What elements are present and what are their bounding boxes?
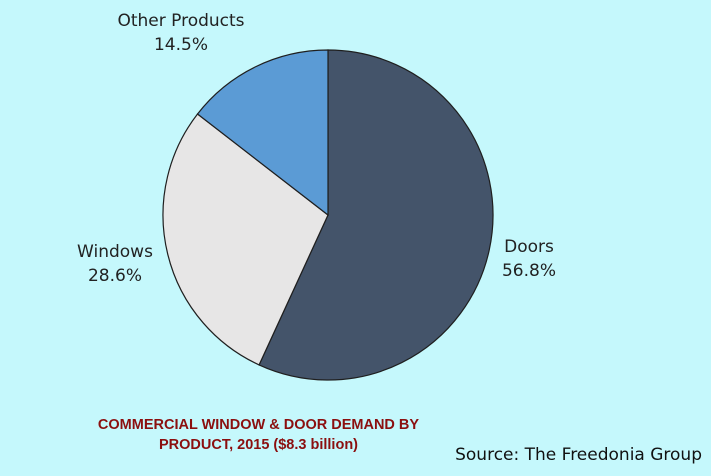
pie-slice-doors [258,49,494,381]
pie-slice-other-products [196,49,329,217]
slice-label-other-products: Other Products 14.5% [100,9,262,57]
slice-value-other-products: 14.5% [153,35,208,55]
slice-name-other-products: Other Products [117,11,245,31]
chart-title: COMMERCIAL WINDOW & DOOR DEMAND BY PRODU… [40,415,477,455]
slice-name-doors: Doors [504,237,554,257]
slice-label-windows: Windows 28.6% [65,240,165,288]
slice-value-doors: 56.8% [501,261,556,281]
slice-value-windows: 28.6% [87,266,142,286]
slice-name-windows: Windows [77,242,153,262]
pie-slice-windows [162,113,329,366]
chart-title-line-1: COMMERCIAL WINDOW & DOOR DEMAND BY [97,417,420,433]
slice-label-doors: Doors 56.8% [490,235,568,283]
source-note: Source: The Freedonia Group [455,445,702,465]
chart-title-line-2: PRODUCT, 2015 ($8.3 billion) [158,437,359,453]
